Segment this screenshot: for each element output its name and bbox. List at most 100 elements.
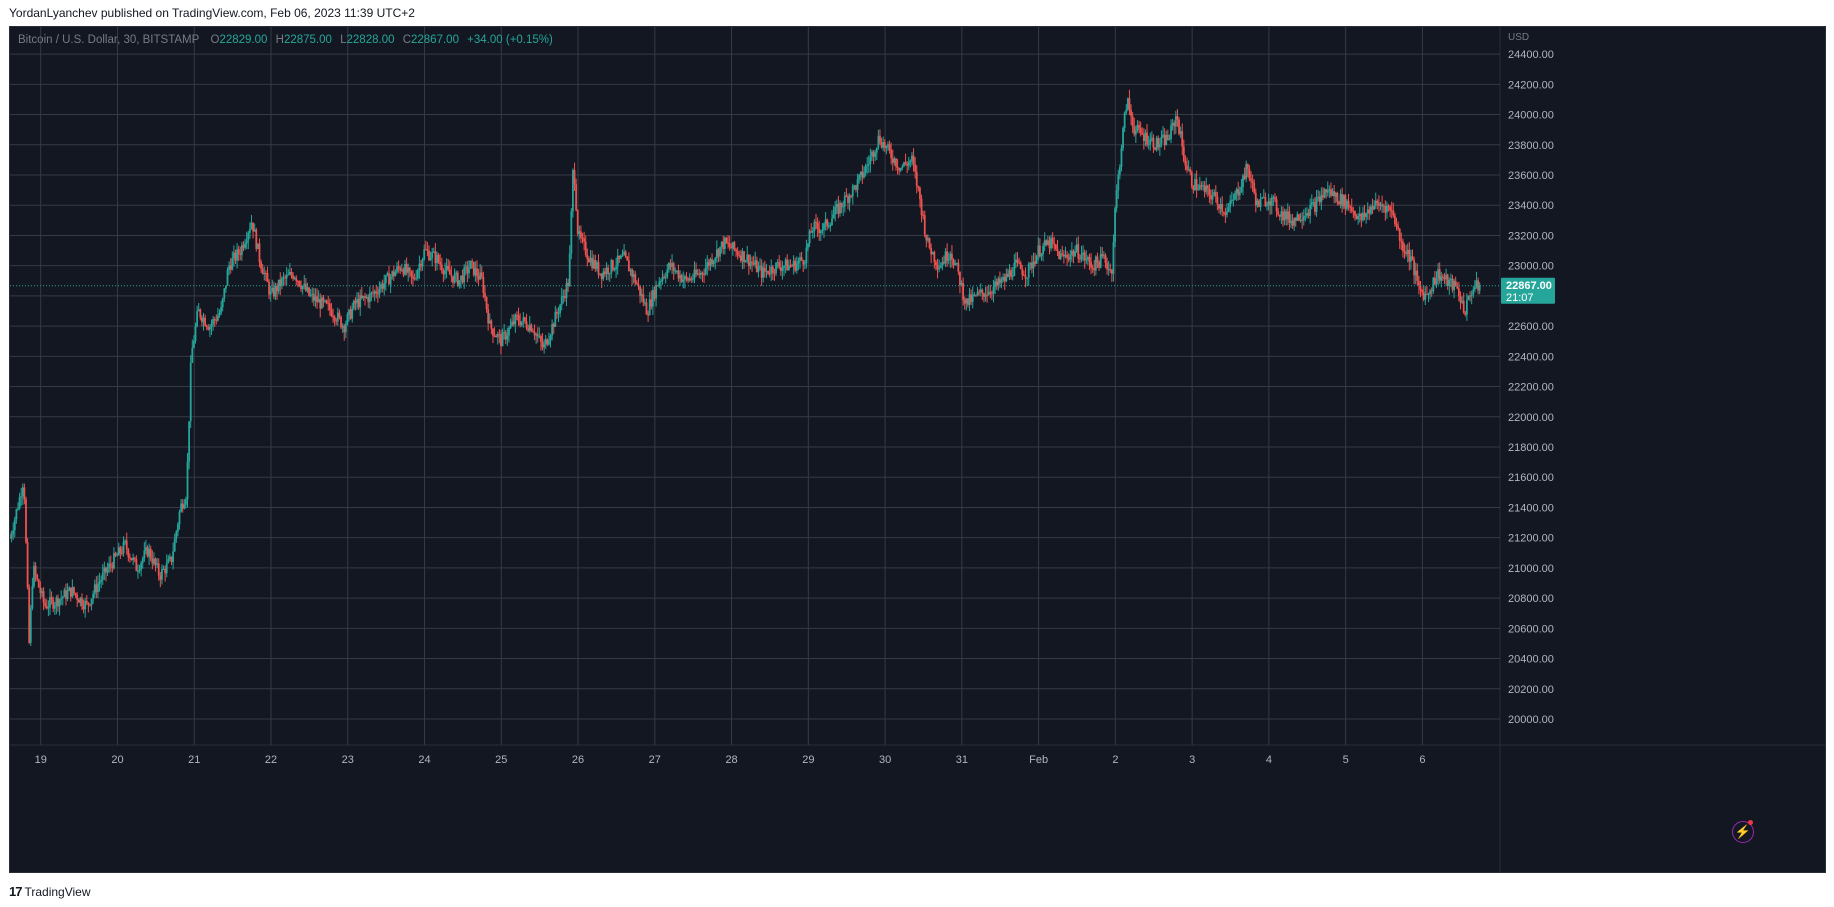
candle-body <box>239 253 242 256</box>
symbol-label[interactable]: Bitcoin / U.S. Dollar, 30, BITSTAMP <box>18 34 200 46</box>
candlestick-chart[interactable]: 20000.00 20200.00 20400.00 20600.00 20800.00… <box>10 27 1825 872</box>
candle-body <box>399 267 402 271</box>
candle-body <box>699 272 702 275</box>
candle-body <box>533 332 536 336</box>
candle-body <box>1069 254 1072 260</box>
candle-body <box>1339 193 1342 205</box>
candle-body <box>1237 189 1240 196</box>
candle-body <box>589 257 592 263</box>
candle-body <box>651 290 654 307</box>
candle-body <box>880 142 883 148</box>
candle-body <box>1094 256 1097 271</box>
candle-body <box>60 598 63 600</box>
candle-body <box>1469 295 1471 297</box>
candle-body <box>752 263 755 265</box>
candle-body <box>162 568 165 570</box>
candle-body <box>169 556 171 560</box>
candle-body <box>715 249 718 259</box>
candle-body <box>76 594 79 600</box>
candle-body <box>840 202 843 207</box>
tradingview-logo-icon[interactable]: 17 <box>9 884 23 899</box>
candle-body <box>580 231 582 238</box>
candle-body <box>1258 200 1260 208</box>
lightning-icon[interactable]: ⚡ <box>1732 821 1754 843</box>
candle-body <box>245 240 248 244</box>
candle-body <box>781 267 784 271</box>
candle-body <box>324 300 326 302</box>
candle-body <box>1350 207 1353 211</box>
candles <box>10 89 1481 646</box>
time-tick-label: 22 <box>265 754 277 766</box>
candle-body <box>799 257 801 261</box>
candle-body <box>618 255 621 259</box>
candle-body <box>835 204 838 207</box>
chart-panel[interactable]: 20000.00 20200.00 20400.00 20600.00 20800.00… <box>9 26 1826 873</box>
candle-body <box>1424 293 1427 300</box>
candle-body <box>722 241 725 250</box>
candle-body <box>1216 196 1219 205</box>
candle-body <box>185 499 187 505</box>
candle-body <box>53 605 56 609</box>
candle-body <box>864 165 867 173</box>
candle-body <box>21 487 24 497</box>
candle-body <box>41 591 43 594</box>
candle-body <box>567 283 570 287</box>
candle-body <box>1054 244 1057 249</box>
candle-body <box>560 296 563 305</box>
candle-body <box>1043 240 1046 247</box>
candle-body <box>485 297 488 310</box>
candle-body <box>994 281 997 288</box>
candle-body <box>242 245 245 248</box>
candle-body <box>495 335 498 338</box>
candle-body <box>1397 225 1400 229</box>
candle-body <box>907 161 910 166</box>
candle-body <box>1224 212 1227 215</box>
candle-body <box>805 247 808 264</box>
candle-body <box>669 263 672 267</box>
price-tick-label: 23800.00 <box>1508 140 1554 152</box>
candle-body <box>218 313 221 316</box>
candle-body <box>1090 261 1092 268</box>
candle-body <box>549 335 552 341</box>
candle-body <box>1184 160 1187 166</box>
candle-body <box>119 547 122 554</box>
candle-body <box>55 597 58 606</box>
candle-body <box>183 504 186 509</box>
candle-body <box>319 299 322 309</box>
candle-body <box>143 550 146 559</box>
candle-body <box>322 297 325 302</box>
candle-body <box>952 259 955 266</box>
candle-body <box>111 565 114 569</box>
candle-body <box>89 604 91 606</box>
candle-body <box>564 296 566 299</box>
candle-body <box>244 243 246 248</box>
candle-body <box>1154 147 1156 150</box>
candle-body <box>252 222 254 232</box>
candle-body <box>787 265 790 271</box>
candle-body <box>1038 245 1041 257</box>
candle-body <box>1473 287 1476 290</box>
candle-body <box>1294 218 1297 221</box>
candle-body <box>480 272 483 278</box>
candle-body <box>1435 278 1438 285</box>
candle-body <box>887 144 889 147</box>
candle-body <box>941 261 944 267</box>
candle-body <box>498 334 501 336</box>
candle-body <box>482 277 485 294</box>
last-price-value: 22867.00 <box>1506 280 1552 292</box>
candle-body <box>1086 257 1089 260</box>
candle-body <box>1142 134 1145 142</box>
candle-body <box>1074 251 1076 257</box>
candle-body <box>1010 270 1013 277</box>
candle-body <box>667 263 670 270</box>
candle-body <box>1451 278 1454 291</box>
candle-body <box>957 262 960 272</box>
candle-body <box>1165 134 1168 146</box>
candle-body <box>824 219 827 224</box>
brand-name[interactable]: TradingView <box>24 884 91 899</box>
candle-body <box>760 265 763 278</box>
candle-body <box>23 487 26 500</box>
candle-body <box>875 147 878 153</box>
candle-body <box>191 347 194 363</box>
candle-body <box>666 269 669 277</box>
